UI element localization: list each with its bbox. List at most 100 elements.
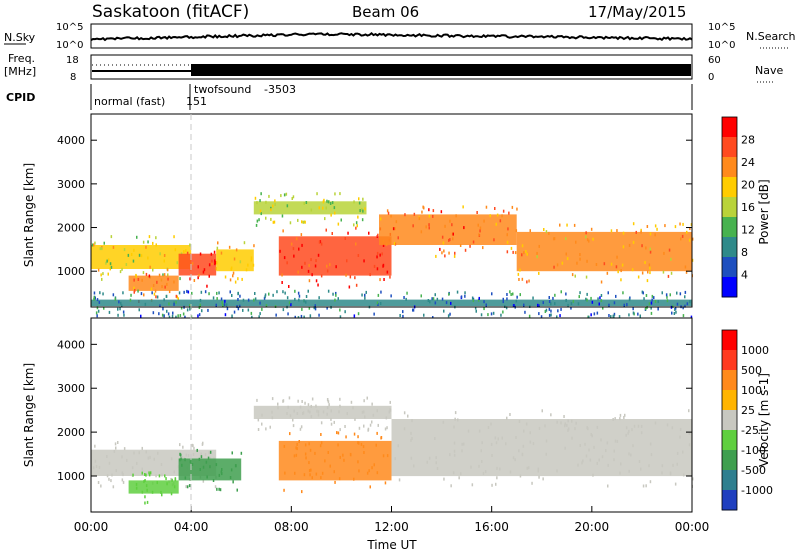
echo-speckle (289, 414, 292, 418)
echo-speckle (304, 401, 306, 405)
echo-speckle (642, 484, 645, 488)
echo-speckle (600, 438, 602, 442)
echo-speckle (529, 431, 531, 435)
echo-speckle (186, 289, 188, 293)
echo-speckle (373, 312, 375, 316)
echo-speckle (327, 451, 329, 454)
echo-speckle (669, 293, 671, 297)
echo-speckle (590, 227, 593, 231)
echo-speckle (649, 247, 651, 251)
colorbar-block (722, 390, 737, 411)
echo-speckle (629, 296, 631, 300)
echo-speckle (112, 485, 115, 489)
echo-speckle (666, 423, 669, 427)
echo-speckle (685, 270, 688, 274)
cpid-mode-1-id: 151 (186, 95, 207, 108)
echo-speckle (224, 299, 226, 303)
echo-speckle (606, 441, 609, 445)
echo-speckle (380, 436, 383, 439)
echo-speckle (386, 209, 389, 213)
echo-speckle (277, 402, 279, 406)
echo-speckle (607, 463, 609, 467)
power-ylabel: Slant Range [km] (22, 163, 36, 267)
echo-speckle (493, 238, 495, 242)
echo-speckle (314, 307, 317, 311)
echo-speckle (508, 211, 510, 215)
echo-speckle (330, 409, 332, 413)
echo-speckle (478, 233, 480, 237)
echo-speckle (472, 299, 475, 303)
echo-speckle (173, 235, 175, 239)
echo-speckle (638, 460, 641, 463)
echo-speckle (392, 227, 395, 231)
echo-speckle (474, 306, 477, 310)
echo-speckle (326, 412, 328, 416)
time-axis: 00:00 04:00 08:00 12:00 16:00 20:00 00:00 (74, 506, 709, 534)
echo-speckle (362, 445, 365, 449)
echo-speckle (179, 458, 181, 462)
echo-speckle (667, 274, 670, 278)
echo-speckle (600, 280, 603, 284)
echo-speckle (286, 261, 288, 265)
echo-speckle (284, 291, 286, 295)
echo-region (178, 458, 242, 481)
echo-speckle (239, 304, 241, 308)
echo-speckle (572, 299, 575, 303)
colorbar-tick-label: 20 (741, 179, 755, 192)
echo-speckle (502, 310, 504, 314)
echo-speckle (559, 314, 561, 318)
echo-speckle (229, 278, 232, 282)
echo-speckle (264, 293, 267, 297)
echo-speckle (625, 433, 627, 437)
echo-speckle (505, 442, 507, 446)
echo-speckle (163, 273, 166, 277)
echo-speckle (185, 249, 187, 253)
echo-speckle (369, 485, 371, 489)
velocity-colorbar: 1000 500 100 25 -25 -100 -500 -1000 Velocity [m… (721, 329, 773, 511)
echo-speckle (258, 218, 260, 222)
echo-speckle (509, 413, 511, 416)
echo-speckle (540, 315, 543, 319)
echo-speckle (682, 306, 684, 310)
echo-speckle (661, 464, 664, 468)
echo-speckle (309, 314, 312, 318)
echo-speckle (143, 480, 145, 484)
echo-speckle (532, 442, 535, 446)
echo-speckle (283, 488, 285, 492)
echo-speckle (406, 291, 408, 295)
echo-speckle (586, 292, 588, 296)
echo-speckle (122, 291, 124, 295)
echo-speckle (382, 454, 385, 458)
station-title: Saskatoon (fitACF) (92, 2, 249, 22)
echo-speckle (556, 263, 559, 267)
echo-speckle (334, 298, 336, 302)
echo-speckle (469, 244, 471, 248)
echo-speckle (108, 477, 110, 481)
echo-speckle (564, 424, 566, 428)
echo-speckle (193, 279, 196, 282)
echo-speckle (462, 205, 464, 209)
echo-speckle (315, 472, 318, 476)
y-tick-label: 2000 (57, 222, 85, 235)
echo-speckle (621, 263, 624, 267)
echo-speckle (641, 271, 644, 275)
echo-speckle (449, 238, 451, 242)
echo-speckle (256, 219, 259, 223)
echo-speckle (119, 307, 121, 311)
echo-speckle (383, 278, 385, 281)
echo-speckle (179, 443, 181, 447)
echo-speckle (107, 258, 110, 262)
echo-speckle (286, 296, 289, 300)
echo-speckle (613, 458, 615, 462)
echo-speckle (363, 424, 365, 428)
y-tick-label: 1000 (57, 470, 85, 483)
echo-speckle (657, 307, 659, 311)
echo-speckle (330, 213, 332, 217)
echo-speckle (412, 308, 414, 312)
power-echoes (91, 192, 694, 320)
echo-speckle (135, 486, 138, 490)
echo-speckle (271, 416, 274, 420)
echo-speckle (155, 243, 157, 247)
echo-speckle (332, 292, 334, 296)
echo-speckle (130, 293, 132, 297)
